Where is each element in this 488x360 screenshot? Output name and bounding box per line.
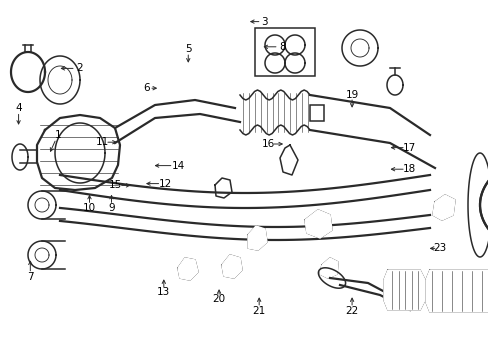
- Text: 12: 12: [158, 179, 171, 189]
- Text: 18: 18: [402, 164, 415, 174]
- Polygon shape: [247, 226, 266, 250]
- Text: 17: 17: [402, 143, 415, 153]
- Polygon shape: [305, 210, 331, 238]
- Polygon shape: [319, 258, 337, 278]
- Polygon shape: [178, 258, 198, 280]
- Polygon shape: [432, 195, 454, 220]
- Text: 5: 5: [184, 45, 191, 54]
- Text: 23: 23: [432, 243, 446, 253]
- Polygon shape: [222, 255, 242, 278]
- Text: 14: 14: [171, 161, 184, 171]
- Text: 21: 21: [252, 306, 265, 315]
- Text: 13: 13: [157, 288, 170, 297]
- Text: 22: 22: [345, 306, 358, 315]
- Text: 1: 1: [54, 130, 61, 140]
- Text: 19: 19: [345, 90, 358, 99]
- Polygon shape: [37, 115, 120, 190]
- Text: 6: 6: [143, 83, 150, 93]
- Polygon shape: [383, 270, 424, 310]
- Text: 15: 15: [109, 180, 122, 190]
- Text: 11: 11: [95, 137, 109, 147]
- Polygon shape: [280, 145, 297, 175]
- Text: 20: 20: [212, 294, 225, 304]
- Text: 10: 10: [83, 203, 96, 213]
- Polygon shape: [425, 270, 488, 312]
- Text: 16: 16: [261, 139, 275, 149]
- Text: 2: 2: [76, 63, 82, 73]
- Text: 4: 4: [15, 103, 22, 113]
- Bar: [254, 28, 314, 76]
- Text: 3: 3: [261, 17, 267, 27]
- Text: 9: 9: [108, 203, 115, 213]
- Bar: [309, 105, 324, 121]
- Polygon shape: [479, 153, 488, 257]
- Text: 7: 7: [27, 272, 34, 282]
- Text: 8: 8: [279, 42, 285, 52]
